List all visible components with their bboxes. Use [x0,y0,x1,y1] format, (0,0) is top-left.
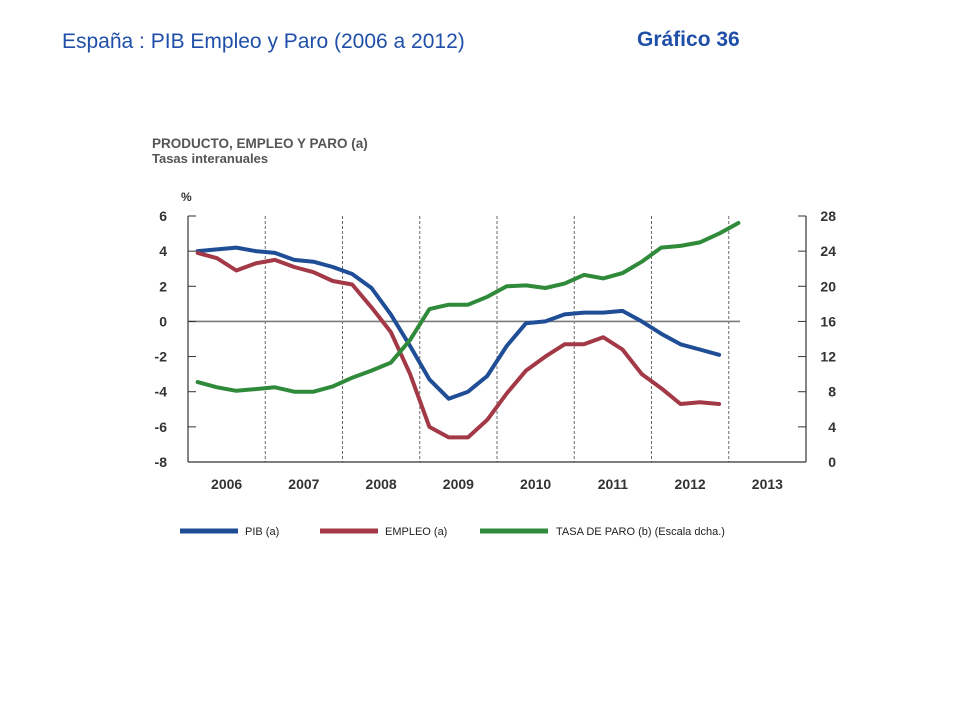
x-tick-label: 2010 [520,476,551,492]
grid [264,216,730,462]
slide-title: España : PIB Empleo y Paro (2006 a 2012) [62,30,465,53]
legend-label-empleo: EMPLEO (a) [385,526,447,538]
x-tick-label: 2011 [598,476,629,492]
right-tick-label: 28 [820,208,836,224]
left-tick-label: 2 [159,278,167,294]
x-tick-label: 2006 [211,476,242,492]
tasa-paro-line [195,221,741,394]
right-tick-label: 16 [820,313,836,329]
left-tick-label: -4 [155,384,168,400]
right-tick-label: 4 [828,419,836,435]
x-tick-label: 2012 [675,476,706,492]
chart-title: PRODUCTO, EMPLEO Y PARO (a) [152,136,368,151]
left-tick-label: -2 [155,349,168,365]
empleo-line [195,250,722,440]
legend: PIB (a) EMPLEO (a) TASA DE PARO (b) (Escal… [180,526,725,538]
right-tick-label: 12 [820,349,836,365]
right-tick-label: 8 [828,384,836,400]
right-tick-label: 20 [820,278,836,294]
pib-line [195,245,722,401]
chart-subtitle: Tasas interanuales [152,151,268,166]
legend-label-tasa-paro: TASA DE PARO (b) (Escala dcha.) [556,526,725,538]
y-axis-unit: % [181,190,192,204]
series-lines [195,221,741,440]
x-tick-label: 2008 [366,476,397,492]
x-tick-label: 2009 [443,476,474,492]
left-tick-label: 6 [159,208,167,224]
left-tick-label: -8 [155,454,168,470]
left-tick-label: -6 [155,419,168,435]
slide-figure-label: Gráfico 36 [637,28,740,51]
left-tick-label: 4 [159,243,167,259]
right-tick-label: 24 [820,243,836,259]
left-tick-label: 0 [159,313,167,329]
x-tick-label: 2013 [752,476,783,492]
legend-label-pib: PIB (a) [245,526,279,538]
right-tick-label: 0 [828,454,836,470]
x-tick-label: 2007 [288,476,319,492]
